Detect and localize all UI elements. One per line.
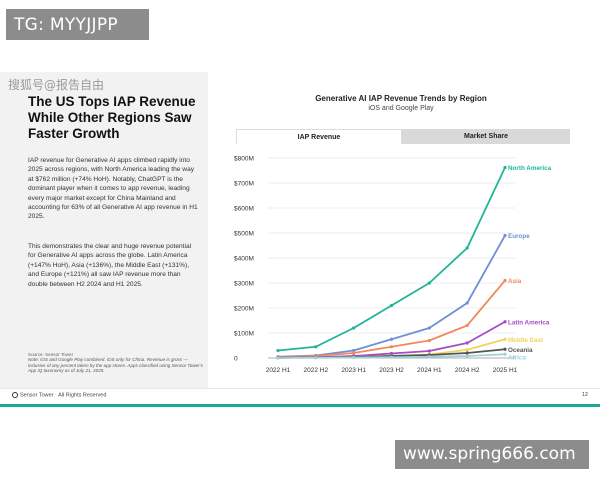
data-point (465, 341, 469, 345)
data-point (389, 303, 394, 308)
data-point (276, 348, 280, 353)
slide-footer: Sensor Tower · All Rights Reserved 12 (0, 389, 600, 404)
series-label: Africa (508, 354, 526, 361)
page-number: 12 (581, 392, 588, 398)
site-watermark-text: www.spring666.com (403, 444, 576, 464)
left-panel: 搜狐号@报告自由 The US Tops IAP Revenue While O… (0, 72, 208, 388)
data-point (427, 349, 431, 353)
data-point (503, 278, 507, 283)
source-note: Note: iOS and Google Play combined. iOS … (28, 357, 203, 374)
footer-logo-text: Sensor Tower · All Rights Reserved (20, 392, 107, 399)
data-point (427, 338, 431, 343)
x-tick-label: 2022 H2 (304, 367, 329, 374)
sohu-watermark: 搜狐号@报告自由 (8, 78, 105, 92)
data-point (465, 354, 469, 358)
data-point (314, 356, 318, 360)
x-tick-label: 2025 H1 (493, 367, 518, 374)
data-point (465, 301, 469, 305)
data-point (352, 326, 356, 330)
data-point (503, 352, 507, 356)
x-tick-label: 2023 H2 (379, 367, 404, 374)
y-tick-label: $500M (234, 231, 254, 238)
footer-divider (0, 388, 600, 389)
y-tick-label: 0 (234, 356, 238, 363)
data-point (503, 347, 507, 351)
slide-headline: The US Tops IAP Revenue While Other Regi… (28, 94, 196, 141)
series-label: Asia (508, 278, 522, 285)
y-tick-label: $700M (234, 181, 254, 188)
tg-watermark: TG: MYYJJPP (6, 9, 149, 40)
site-watermark: www.spring666.com (395, 440, 589, 469)
series-label: Latin America (508, 319, 550, 326)
y-tick-label: $100M (234, 331, 254, 338)
data-point (427, 281, 431, 285)
y-tick-label: $800M (234, 156, 254, 163)
data-point (503, 320, 507, 324)
tab-market-share[interactable]: Market Share (402, 129, 570, 144)
data-point (503, 165, 507, 170)
data-point (503, 337, 507, 341)
body-paragraph-2: This demonstrates the clear and huge rev… (28, 243, 192, 288)
data-point (352, 355, 356, 360)
footer-logo: Sensor Tower · All Rights Reserved (12, 392, 106, 398)
sensor-tower-logo-icon (12, 392, 18, 398)
chart-title: Generative AI IAP Revenue Trends by Regi… (315, 94, 487, 103)
y-tick-label: $400M (234, 256, 254, 263)
y-tick-label: $300M (234, 281, 254, 288)
x-tick-label: 2024 H1 (417, 367, 442, 374)
y-tick-label: $200M (234, 306, 254, 313)
series-label: Middle East (508, 337, 544, 344)
source-notes: Source: Sensor Tower Note: iOS and Googl… (28, 352, 204, 374)
x-tick-label: 2023 H1 (341, 367, 366, 374)
data-point (389, 337, 394, 341)
series-label: Europe (508, 233, 530, 240)
body-paragraph-1: IAP revenue for Generative AI apps climb… (28, 157, 198, 221)
data-point (427, 326, 431, 330)
x-tick-label: 2024 H2 (455, 367, 480, 374)
report-slide: 搜狐号@报告自由 The US Tops IAP Revenue While O… (0, 72, 600, 410)
data-point (314, 345, 318, 349)
series-line (277, 167, 506, 352)
source-title: Source: Sensor Tower (28, 352, 74, 357)
x-tick-label: 2022 H1 (266, 367, 291, 374)
series-label: North America (508, 165, 552, 172)
series-label: Oceania (508, 347, 533, 354)
data-point (389, 351, 394, 356)
data-point (427, 355, 431, 359)
tg-watermark-text: TG: MYYJJPP (14, 15, 118, 35)
accent-bar (0, 404, 600, 407)
revenue-line-chart: 0 $100M $200M $300M $400M $500M $600M $700M $800… (234, 156, 552, 375)
data-point (465, 323, 469, 328)
data-point (352, 351, 356, 355)
data-point (276, 356, 280, 360)
data-point (503, 233, 507, 238)
data-point (465, 351, 469, 355)
chart-subtitle: iOS and Google Play (368, 105, 434, 112)
tab-iap-revenue[interactable]: IAP Revenue (236, 129, 402, 144)
data-point (465, 348, 469, 352)
data-point (352, 348, 356, 353)
y-tick-label: $600M (234, 206, 254, 213)
data-point (389, 355, 394, 359)
data-point (389, 345, 394, 349)
data-point (465, 246, 469, 250)
